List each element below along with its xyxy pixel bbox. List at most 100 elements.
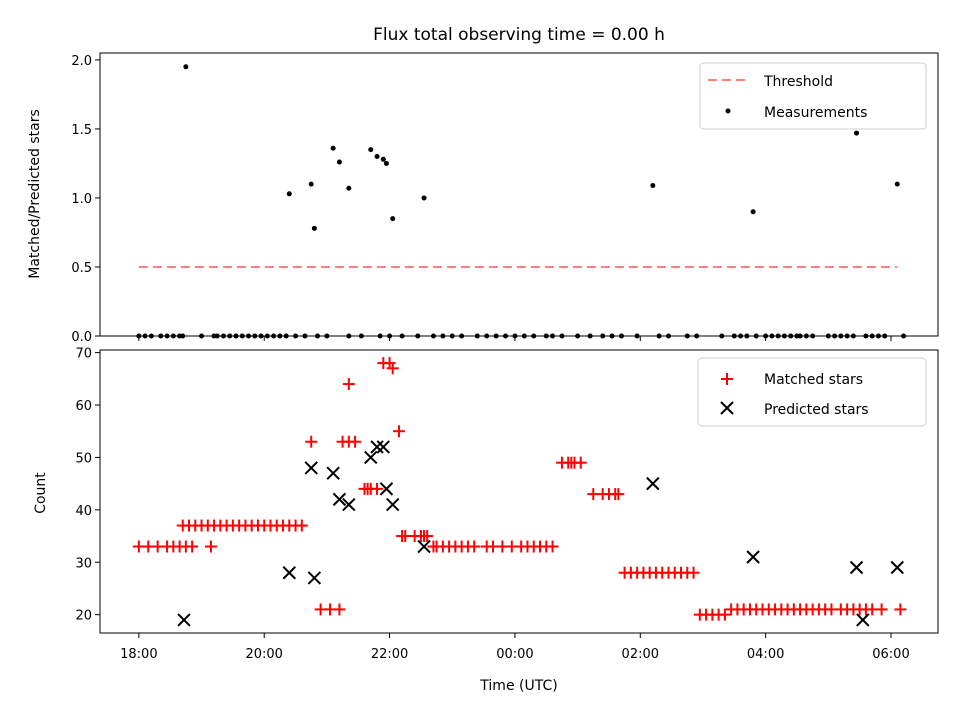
measurement-point (474, 333, 480, 339)
measurement-point (781, 333, 787, 339)
predicted-stars-point (326, 466, 340, 480)
measurement-point (618, 333, 624, 339)
count-x-axis: 18:00 20:00 22:00 00:00 02:00 04:00 06:00 (120, 633, 910, 662)
x-tick-label: 02:00 (622, 647, 659, 662)
measurement-point (377, 333, 383, 339)
count-panel-frame (99, 349, 939, 634)
measurement-point (302, 333, 308, 339)
matched-stars-point (894, 603, 907, 616)
matched-stars-point (295, 519, 308, 532)
measurement-point (314, 333, 320, 339)
measurement-point (311, 225, 317, 231)
count-y-tick-label: 30 (75, 556, 92, 571)
measurement-point (239, 333, 245, 339)
measurement-point (170, 333, 176, 339)
chart-title: Flux total observing time = 0.00 h (373, 25, 665, 45)
matched-stars-point (386, 362, 399, 375)
matched-stars-point (421, 530, 434, 543)
ratio-y-tick-label: 0.0 (71, 330, 92, 345)
matched-stars-point (546, 540, 559, 553)
legend-predicted-label: Predicted stars (764, 402, 869, 418)
predicted-stars-point (856, 613, 870, 627)
count-panel: 20 30 40 50 60 70 18:00 20:00 22:00 00:00 02:00 04… (33, 347, 939, 694)
matched-stars-point (186, 540, 199, 553)
measurement-point (531, 333, 537, 339)
measurement-point (738, 333, 744, 339)
measurement-point (550, 333, 556, 339)
measurement-point (214, 333, 220, 339)
measurement-point (324, 333, 330, 339)
measurement-point (753, 333, 759, 339)
measurement-point (719, 333, 725, 339)
measurement-point (810, 333, 816, 339)
measurement-point (368, 147, 374, 153)
ratio-y-tick-label: 1.5 (71, 123, 92, 138)
measurement-point (293, 333, 299, 339)
measurement-point (650, 183, 656, 189)
predicted-stars-point (307, 571, 322, 585)
x-axis-label: Time (UTC) (479, 678, 557, 694)
ratio-panel-frame (99, 52, 939, 337)
measurement-point (430, 333, 436, 339)
measurement-point (227, 333, 233, 339)
measurement-point (863, 333, 869, 339)
count-y-axis-label: Count (33, 472, 49, 514)
measurement-point (769, 333, 775, 339)
matched-stars-point (612, 488, 625, 501)
measurement-point (252, 333, 258, 339)
measurement-points (136, 64, 907, 339)
predicted-stars-point (746, 550, 760, 564)
measurement-point (775, 333, 781, 339)
measurement-point (158, 333, 164, 339)
predicted-stars-point (417, 539, 431, 554)
measurement-point (788, 333, 794, 339)
ratio-y-tick-label: 1.0 (71, 192, 92, 207)
ratio-y-tick-label: 0.5 (71, 261, 92, 276)
x-tick-label: 22:00 (371, 647, 408, 662)
ratio-panel: 0.00.51.01.52.0 Matched/Predicted stars … (27, 52, 939, 345)
count-y-tick-label: 40 (75, 504, 92, 519)
legend-measurements-label: Measurements (764, 105, 867, 121)
measurement-point (684, 333, 690, 339)
matched-stars-point (718, 608, 731, 621)
measurement-point (459, 333, 465, 339)
measurement-point (286, 191, 292, 197)
matched-stars-point (349, 435, 362, 448)
measurement-point (142, 333, 148, 339)
measurement-point (521, 333, 527, 339)
matched-stars-point (371, 482, 384, 495)
count-y-tick-label: 50 (75, 451, 92, 466)
measurement-point (744, 333, 750, 339)
count-points (132, 357, 907, 627)
predicted-stars-point (849, 560, 864, 575)
ratio-y-axis-label: Matched/Predicted stars (27, 109, 43, 279)
legend-matched-label: Matched stars (764, 372, 863, 388)
measurement-point (264, 333, 270, 339)
measurement-point (750, 209, 756, 215)
legend-threshold-label: Threshold (763, 74, 833, 90)
predicted-stars-point (332, 492, 347, 507)
measurement-point (233, 333, 239, 339)
measurement-point (440, 333, 446, 339)
measurement-point (415, 333, 421, 339)
measurement-point (875, 333, 881, 339)
count-legend-box (697, 357, 927, 427)
matched-stars-point (875, 603, 888, 616)
matched-stars-point (333, 603, 346, 616)
measurement-point (271, 333, 277, 339)
measurement-point (503, 333, 509, 339)
predicted-stars-point (385, 497, 400, 512)
measurement-point (180, 333, 186, 339)
predicted-stars-point (177, 613, 191, 627)
count-y-tick-label: 20 (75, 609, 92, 624)
measurement-point (634, 333, 640, 339)
predicted-stars-point (646, 476, 660, 491)
measurement-point (283, 333, 289, 339)
matched-stars-point (204, 540, 217, 553)
measurement-point (901, 333, 907, 339)
measurement-point (869, 333, 875, 339)
measurement-point (164, 333, 170, 339)
measurement-point (559, 333, 565, 339)
predicted-stars-point (376, 440, 391, 454)
